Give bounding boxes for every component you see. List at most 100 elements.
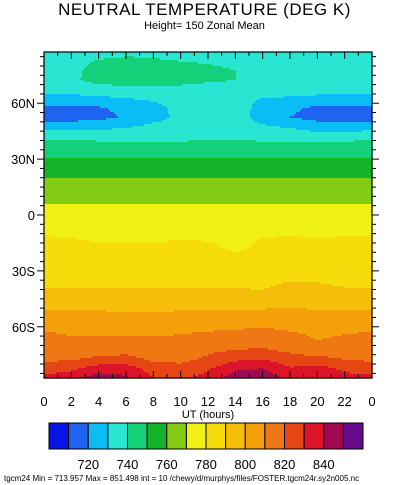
contour-cell	[284, 84, 287, 87]
contour-cell	[144, 86, 147, 89]
contour-cell	[362, 58, 365, 61]
contour-cell	[340, 62, 343, 65]
contour-cell	[220, 86, 223, 89]
contour-cell	[238, 62, 241, 65]
contour-cell	[154, 82, 157, 85]
contour-cell	[252, 68, 255, 71]
contour-cell	[240, 64, 243, 67]
contour-cell	[362, 66, 365, 69]
contour-cell	[266, 74, 269, 77]
contour-cell	[314, 82, 317, 85]
contour-cell	[64, 60, 67, 63]
contour-cell	[226, 80, 229, 83]
contour-cell	[106, 60, 109, 63]
contour-cell	[292, 56, 295, 59]
contour-cell	[302, 58, 305, 61]
contour-cell	[366, 82, 369, 85]
contour-cell	[230, 66, 233, 69]
contour-cell	[282, 74, 285, 77]
contour-cell	[348, 72, 351, 75]
contour-cell	[256, 74, 259, 77]
contour-cell	[334, 74, 337, 77]
contour-cell	[170, 86, 173, 89]
contour-cell	[170, 82, 173, 85]
contour-cell	[182, 74, 185, 77]
contour-cell	[340, 52, 343, 55]
contour-cell	[218, 78, 221, 81]
contour-cell	[62, 52, 65, 55]
contour-cell	[90, 74, 93, 77]
contour-cell	[232, 78, 235, 81]
contour-cell	[274, 64, 277, 67]
contour-cell	[248, 84, 251, 87]
contour-cell	[202, 58, 205, 61]
contour-cell	[70, 86, 73, 89]
contour-cell	[52, 86, 55, 89]
contour-cell	[340, 54, 343, 57]
contour-cell	[134, 56, 137, 59]
contour-cell	[154, 86, 157, 89]
contour-cell	[274, 82, 277, 85]
contour-cell	[356, 84, 359, 87]
contour-cell	[334, 80, 337, 83]
contour-cell	[294, 84, 297, 87]
contour-cell	[158, 66, 161, 69]
contour-cell	[328, 54, 331, 57]
contour-cell	[118, 80, 121, 83]
contour-cell	[52, 80, 55, 83]
contour-cell	[130, 60, 133, 63]
contour-cell	[368, 76, 371, 79]
contour-cell	[56, 70, 59, 73]
contour-cell	[120, 64, 123, 67]
contour-cell	[84, 84, 87, 87]
contour-cell	[50, 52, 53, 55]
contour-cell	[278, 80, 281, 83]
contour-cell	[364, 70, 367, 73]
contour-cell	[364, 80, 367, 83]
contour-cell	[166, 58, 169, 61]
contour-cell	[142, 82, 145, 85]
contour-cell	[232, 60, 235, 63]
contour-cell	[136, 84, 139, 87]
contour-cell	[152, 64, 155, 67]
contour-cell	[188, 78, 191, 81]
contour-cell	[210, 64, 213, 67]
contour-cell	[150, 78, 153, 81]
contour-cell	[146, 82, 149, 85]
contour-cell	[98, 78, 101, 81]
contour-cell	[56, 62, 59, 65]
contour-cell	[56, 74, 59, 77]
contour-cell	[192, 82, 195, 85]
contour-cell	[366, 66, 369, 69]
contour-cell	[218, 82, 221, 85]
contour-cell	[300, 52, 303, 55]
contour-cell	[338, 76, 341, 79]
contour-cell	[264, 74, 267, 77]
contour-cell	[78, 86, 81, 89]
contour-cell	[248, 70, 251, 73]
contour-cell	[240, 54, 243, 57]
contour-cell	[340, 60, 343, 63]
contour-cell	[100, 54, 103, 57]
contour-cell	[66, 72, 69, 75]
contour-cell	[102, 82, 105, 85]
contour-cell	[92, 82, 95, 85]
contour-cell	[224, 68, 227, 71]
contour-cell	[238, 64, 241, 67]
contour-cell	[96, 76, 99, 79]
contour-cell	[332, 66, 335, 69]
contour-cell	[248, 80, 251, 83]
contour-cell	[288, 72, 291, 75]
contour-cell	[324, 56, 327, 59]
contour-cell	[54, 52, 57, 55]
contour-cell	[348, 58, 351, 61]
contour-cell	[238, 78, 241, 81]
contour-cell	[342, 54, 345, 57]
contour-cell	[104, 86, 107, 89]
contour-cell	[152, 60, 155, 63]
contour-cell	[292, 62, 295, 65]
contour-cell	[286, 58, 289, 61]
contour-cell	[318, 84, 321, 87]
contour-cell	[146, 78, 149, 81]
contour-cell	[322, 70, 325, 73]
